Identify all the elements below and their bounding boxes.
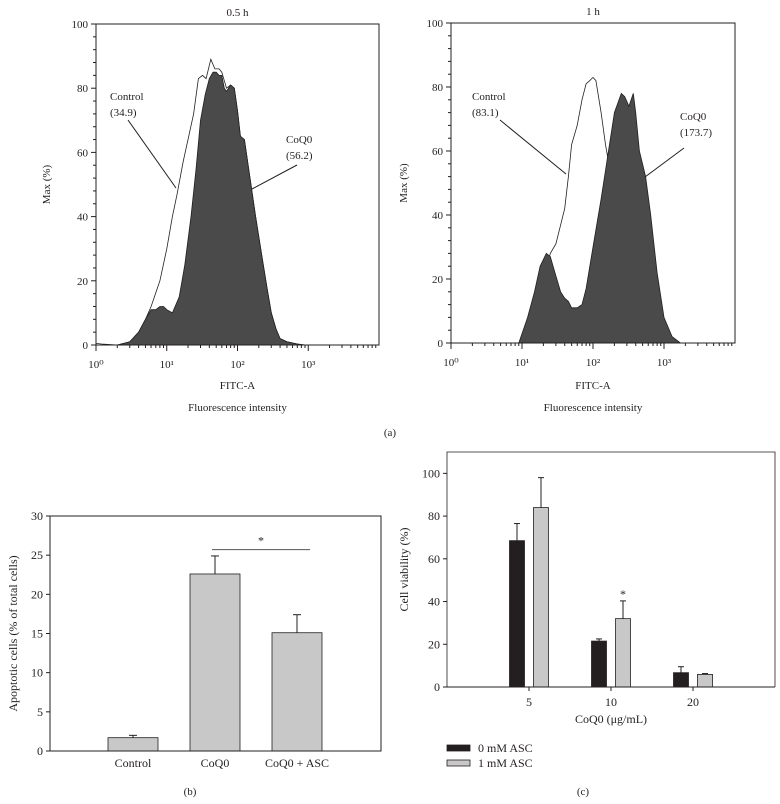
y-tick-label: 20 bbox=[428, 637, 440, 651]
y-tick-label: 10 bbox=[31, 666, 43, 680]
y-tick-label: 0 bbox=[37, 744, 43, 758]
y-tick-label: 15 bbox=[31, 627, 43, 641]
x-tick-label: 10¹ bbox=[160, 359, 174, 371]
y-tick-label: 60 bbox=[432, 146, 444, 158]
x-tick-label: 10² bbox=[586, 357, 601, 369]
y-tick-label: 20 bbox=[77, 276, 89, 288]
annotation-value-coq0: (173.7) bbox=[680, 127, 712, 139]
y-tick-label: 0 bbox=[434, 680, 440, 694]
annotation-label-control: Control bbox=[472, 91, 506, 103]
annotation-leader-line bbox=[251, 164, 298, 190]
bar-chart-b: Control CoQ0 CoQ0 + ASC 0 5 10 15 20 25 30 * Apopto… bbox=[6, 509, 382, 770]
x-axis-label: CoQ0 (μg/mL) bbox=[575, 712, 647, 726]
x-axis-sublabel: Fluorescence intensity bbox=[188, 402, 287, 414]
annotation-label-coq0: CoQ0 bbox=[680, 111, 707, 123]
histogram-coq0 bbox=[518, 92, 682, 344]
bar-0-mm-asc-20 bbox=[673, 672, 689, 688]
y-tick-label: 30 bbox=[31, 509, 43, 523]
annotation-leader-line bbox=[127, 119, 177, 189]
legend-label: 0 mM ASC bbox=[478, 741, 533, 755]
bar-1-mm-asc-5 bbox=[533, 507, 549, 688]
x-tick-label: 10³ bbox=[301, 359, 316, 371]
histogram-panel-1: 0 20 40 60 80 100 10⁰ 10¹ 10² 10³ 0.5 h FITC-A Fluor… bbox=[41, 7, 380, 414]
bar-1-mm-asc-10 bbox=[615, 618, 631, 688]
y-tick-label: 40 bbox=[432, 210, 444, 222]
legend-swatch bbox=[446, 744, 471, 752]
plot-frame bbox=[446, 451, 776, 687]
bar-chart-c: 5 10 20 * 0 20 40 60 80 100 CoQ0 (μg/mL) Cell viabi… bbox=[397, 451, 776, 770]
annotation-leader-line bbox=[499, 119, 567, 175]
x-tick-label: 10⁰ bbox=[443, 357, 459, 369]
annotation-value-control: (34.9) bbox=[110, 107, 137, 119]
x-tick-label: CoQ0 + ASC bbox=[265, 756, 329, 770]
x-tick-label: 20 bbox=[687, 695, 699, 709]
panel-a-label: (a) bbox=[384, 427, 397, 439]
y-axis-label: Max (%) bbox=[41, 164, 53, 204]
histogram-coq0 bbox=[117, 71, 306, 346]
x-tick-label: 5 bbox=[526, 695, 532, 709]
y-tick-label: 100 bbox=[422, 466, 440, 480]
y-tick-label: 80 bbox=[432, 82, 444, 94]
panel-c-label: (c) bbox=[577, 786, 590, 798]
y-tick-label: 20 bbox=[31, 587, 43, 601]
bar-0-mm-asc-5 bbox=[509, 540, 525, 688]
y-tick-label: 100 bbox=[72, 19, 89, 31]
legend-label: 1 mM ASC bbox=[478, 756, 533, 770]
legend-swatch bbox=[446, 759, 471, 767]
y-tick-label: 80 bbox=[428, 509, 440, 523]
y-tick-label: 5 bbox=[37, 705, 43, 719]
bar-control bbox=[107, 737, 159, 752]
annotation-value-control: (83.1) bbox=[472, 107, 499, 119]
y-axis-label: Max (%) bbox=[398, 163, 410, 203]
bar-0-mm-asc-10 bbox=[591, 640, 607, 688]
y-axis-label: Apoptotic cells (% of total cells) bbox=[6, 555, 20, 711]
bar-coq0-asc bbox=[271, 632, 323, 752]
bar-coq0 bbox=[189, 573, 241, 752]
significance-star: * bbox=[258, 534, 264, 548]
y-tick-label: 60 bbox=[77, 147, 89, 159]
x-tick-label: 10² bbox=[230, 359, 245, 371]
x-axis-sublabel: Fluorescence intensity bbox=[544, 402, 643, 414]
x-tick-label: 10³ bbox=[657, 357, 672, 369]
y-tick-label: 80 bbox=[77, 83, 89, 95]
y-tick-label: 100 bbox=[427, 18, 444, 30]
x-axis-label: FITC-A bbox=[575, 380, 611, 392]
annotation-label-coq0: CoQ0 bbox=[286, 134, 313, 146]
y-tick-label: 20 bbox=[432, 274, 444, 286]
x-tick-label: CoQ0 bbox=[201, 756, 230, 770]
y-tick-label: 0 bbox=[438, 338, 444, 350]
y-tick-label: 60 bbox=[428, 552, 440, 566]
y-tick-label: 0 bbox=[83, 340, 89, 352]
significance-star: * bbox=[620, 587, 626, 601]
y-tick-label: 40 bbox=[428, 595, 440, 609]
y-tick-label: 25 bbox=[31, 548, 43, 562]
x-axis-label: FITC-A bbox=[220, 380, 256, 392]
annotation-value-coq0: (56.2) bbox=[286, 150, 313, 162]
annotation-leader-line bbox=[644, 147, 685, 178]
y-tick-label: 40 bbox=[77, 212, 89, 224]
x-tick-label: 10⁰ bbox=[88, 359, 104, 371]
x-tick-label: Control bbox=[115, 756, 152, 770]
x-tick-label: 10¹ bbox=[515, 357, 529, 369]
chart-title: 0.5 h bbox=[227, 7, 250, 19]
chart-title: 1 h bbox=[586, 6, 600, 18]
panel-b-label: (b) bbox=[184, 786, 197, 798]
bar-1-mm-asc-20 bbox=[697, 673, 713, 688]
x-tick-label: 10 bbox=[605, 695, 617, 709]
y-axis-label: Cell viability (%) bbox=[397, 528, 411, 612]
annotation-label-control: Control bbox=[110, 91, 144, 103]
histogram-panel-2: 0 20 40 60 80 100 10⁰ 10¹ 10² 10³ 1 h FITC-A Fluores… bbox=[398, 6, 736, 414]
